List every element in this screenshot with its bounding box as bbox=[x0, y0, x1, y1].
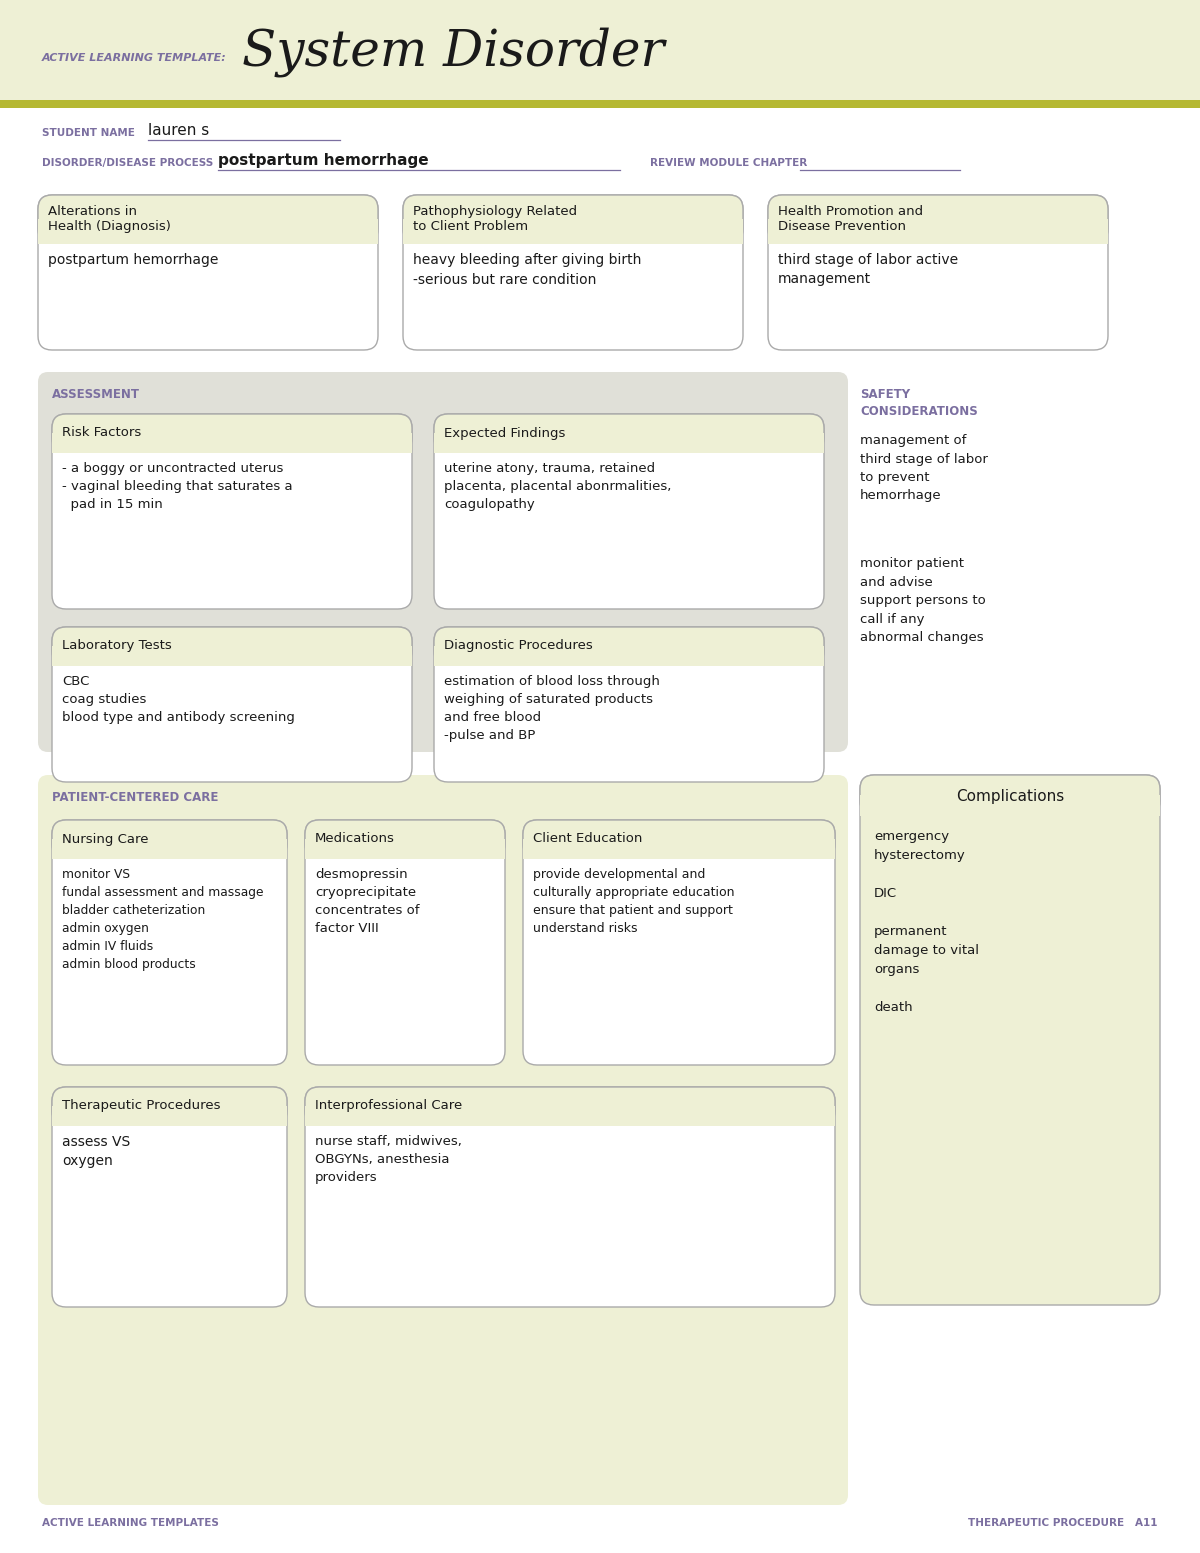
FancyBboxPatch shape bbox=[52, 820, 287, 1065]
FancyBboxPatch shape bbox=[305, 1087, 835, 1308]
Text: ASSESSMENT: ASSESSMENT bbox=[52, 388, 140, 401]
Text: monitor patient
and advise
support persons to
call if any
abnormal changes: monitor patient and advise support perso… bbox=[860, 558, 985, 644]
FancyBboxPatch shape bbox=[860, 775, 1160, 815]
Text: ACTIVE LEARNING TEMPLATE:: ACTIVE LEARNING TEMPLATE: bbox=[42, 53, 227, 64]
Text: STUDENT NAME: STUDENT NAME bbox=[42, 127, 134, 138]
Bar bbox=[38, 219, 378, 244]
Text: third stage of labor active
management: third stage of labor active management bbox=[778, 253, 958, 286]
FancyBboxPatch shape bbox=[434, 627, 824, 783]
FancyBboxPatch shape bbox=[434, 415, 824, 609]
Text: Laboratory Tests: Laboratory Tests bbox=[62, 640, 172, 652]
FancyBboxPatch shape bbox=[38, 373, 848, 752]
FancyBboxPatch shape bbox=[38, 775, 848, 1505]
Text: estimation of blood loss through
weighing of saturated products
and free blood
-: estimation of blood loss through weighin… bbox=[444, 676, 660, 742]
FancyBboxPatch shape bbox=[52, 820, 287, 857]
Bar bbox=[52, 433, 412, 453]
Text: provide developmental and
culturally appropriate education
ensure that patient a: provide developmental and culturally app… bbox=[533, 868, 734, 935]
Text: CBC
coag studies
blood type and antibody screening: CBC coag studies blood type and antibody… bbox=[62, 676, 295, 724]
Text: monitor VS
fundal assessment and massage
bladder catheterization
admin oxygen
ad: monitor VS fundal assessment and massage… bbox=[62, 868, 264, 971]
Text: Client Education: Client Education bbox=[533, 832, 642, 845]
Bar bbox=[305, 839, 505, 859]
FancyBboxPatch shape bbox=[52, 415, 412, 609]
Text: Interprofessional Care: Interprofessional Care bbox=[314, 1100, 462, 1112]
FancyBboxPatch shape bbox=[52, 415, 412, 452]
Text: Therapeutic Procedures: Therapeutic Procedures bbox=[62, 1100, 221, 1112]
FancyBboxPatch shape bbox=[768, 196, 1108, 242]
Text: Expected Findings: Expected Findings bbox=[444, 427, 565, 439]
Text: management of
third stage of labor
to prevent
hemorrhage: management of third stage of labor to pr… bbox=[860, 433, 988, 503]
Text: heavy bleeding after giving birth
-serious but rare condition: heavy bleeding after giving birth -serio… bbox=[413, 253, 641, 286]
Text: SAFETY
CONSIDERATIONS: SAFETY CONSIDERATIONS bbox=[860, 388, 978, 418]
FancyBboxPatch shape bbox=[523, 820, 835, 857]
Bar bbox=[768, 219, 1108, 244]
Bar bbox=[0, 0, 1200, 99]
Text: PATIENT-CENTERED CARE: PATIENT-CENTERED CARE bbox=[52, 790, 218, 804]
Text: Alterations in
Health (Diagnosis): Alterations in Health (Diagnosis) bbox=[48, 205, 170, 233]
Text: THERAPEUTIC PROCEDURE   A11: THERAPEUTIC PROCEDURE A11 bbox=[968, 1517, 1158, 1528]
Text: Complications: Complications bbox=[956, 789, 1064, 804]
Text: emergency
hysterectomy

DIC

permanent
damage to vital
organs

death: emergency hysterectomy DIC permanent dam… bbox=[874, 829, 979, 1014]
FancyBboxPatch shape bbox=[860, 775, 1160, 1305]
Text: Medications: Medications bbox=[314, 832, 395, 845]
FancyBboxPatch shape bbox=[403, 196, 743, 349]
Bar bbox=[52, 646, 412, 666]
FancyBboxPatch shape bbox=[434, 627, 824, 665]
FancyBboxPatch shape bbox=[52, 1087, 287, 1308]
Text: Nursing Care: Nursing Care bbox=[62, 832, 149, 845]
Text: postpartum hemorrhage: postpartum hemorrhage bbox=[48, 253, 218, 267]
Text: ACTIVE LEARNING TEMPLATES: ACTIVE LEARNING TEMPLATES bbox=[42, 1517, 218, 1528]
Text: Diagnostic Procedures: Diagnostic Procedures bbox=[444, 640, 593, 652]
FancyBboxPatch shape bbox=[52, 627, 412, 665]
FancyBboxPatch shape bbox=[434, 415, 824, 452]
Text: postpartum hemorrhage: postpartum hemorrhage bbox=[218, 154, 428, 168]
Text: lauren s: lauren s bbox=[148, 123, 209, 138]
FancyBboxPatch shape bbox=[305, 820, 505, 857]
FancyBboxPatch shape bbox=[52, 1087, 287, 1124]
FancyBboxPatch shape bbox=[38, 196, 378, 242]
Bar bbox=[0, 99, 1200, 109]
Text: DISORDER/DISEASE PROCESS: DISORDER/DISEASE PROCESS bbox=[42, 158, 214, 168]
Bar bbox=[305, 1106, 835, 1126]
Text: desmopressin
cryoprecipitate
concentrates of
factor VIII: desmopressin cryoprecipitate concentrate… bbox=[314, 868, 420, 935]
Text: - a boggy or uncontracted uterus
- vaginal bleeding that saturates a
  pad in 15: - a boggy or uncontracted uterus - vagin… bbox=[62, 461, 293, 511]
FancyBboxPatch shape bbox=[403, 196, 743, 242]
Text: assess VS
oxygen: assess VS oxygen bbox=[62, 1135, 131, 1168]
Bar bbox=[860, 795, 1160, 815]
Bar bbox=[403, 219, 743, 244]
Text: Risk Factors: Risk Factors bbox=[62, 427, 142, 439]
Text: System Disorder: System Disorder bbox=[242, 26, 665, 78]
FancyBboxPatch shape bbox=[305, 820, 505, 1065]
FancyBboxPatch shape bbox=[38, 196, 378, 349]
FancyBboxPatch shape bbox=[305, 1087, 835, 1124]
Bar bbox=[523, 839, 835, 859]
FancyBboxPatch shape bbox=[52, 627, 412, 783]
Text: uterine atony, trauma, retained
placenta, placental abonrmalities,
coagulopathy: uterine atony, trauma, retained placenta… bbox=[444, 461, 671, 511]
Text: Health Promotion and
Disease Prevention: Health Promotion and Disease Prevention bbox=[778, 205, 923, 233]
Text: nurse staff, midwives,
OBGYNs, anesthesia
providers: nurse staff, midwives, OBGYNs, anesthesi… bbox=[314, 1135, 462, 1183]
Text: REVIEW MODULE CHAPTER: REVIEW MODULE CHAPTER bbox=[650, 158, 808, 168]
FancyBboxPatch shape bbox=[523, 820, 835, 1065]
Text: Pathophysiology Related
to Client Problem: Pathophysiology Related to Client Proble… bbox=[413, 205, 577, 233]
Bar bbox=[434, 433, 824, 453]
Bar bbox=[52, 1106, 287, 1126]
Bar bbox=[434, 646, 824, 666]
FancyBboxPatch shape bbox=[768, 196, 1108, 349]
Bar bbox=[52, 839, 287, 859]
